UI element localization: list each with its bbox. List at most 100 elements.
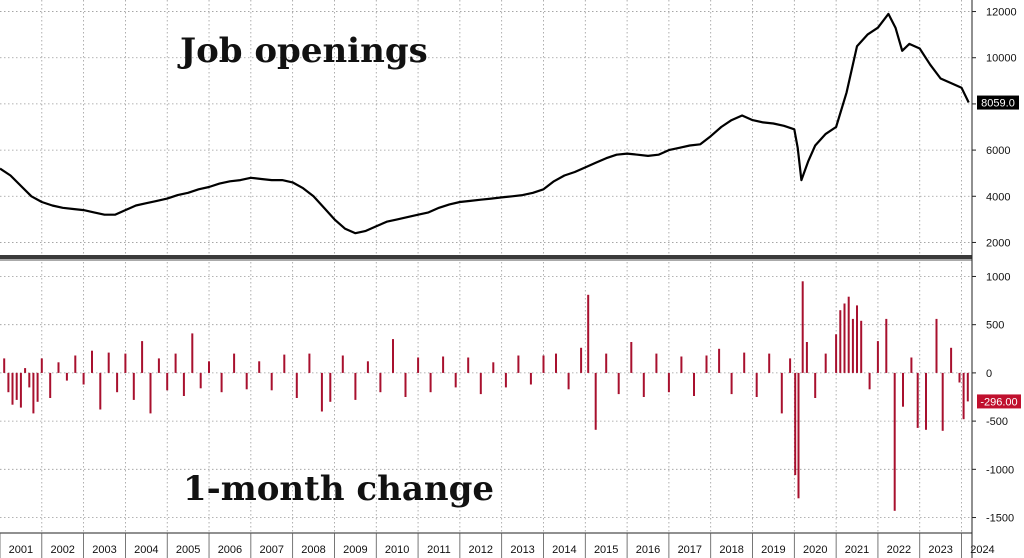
change-bar	[966, 372, 969, 402]
bottom-y-tick-label-1000: 1000	[986, 271, 1010, 283]
change-bar	[876, 341, 879, 373]
x-tick-label-2022: 2022	[887, 544, 911, 556]
change-bar	[885, 318, 888, 373]
change-bar	[442, 356, 445, 373]
one-month-change-bars	[3, 281, 969, 511]
change-bar	[755, 372, 758, 397]
change-bar	[220, 372, 223, 393]
change-bar	[174, 353, 177, 373]
change-bar	[429, 372, 432, 393]
change-bar	[270, 372, 273, 391]
change-bar	[605, 353, 608, 373]
job-openings-gridlines	[0, 0, 972, 254]
change-bar	[492, 362, 495, 373]
change-bar	[962, 372, 965, 420]
x-tick-label-2021: 2021	[845, 544, 869, 556]
change-bar	[233, 353, 236, 373]
change-bar	[958, 372, 961, 383]
change-bar	[19, 372, 22, 408]
top-y-tick-label-10000: 10000	[986, 53, 1017, 65]
change-bar	[851, 318, 854, 373]
x-tick-label-2017: 2017	[678, 544, 702, 556]
x-tick-label-2015: 2015	[594, 544, 618, 556]
change-bar	[99, 372, 102, 410]
x-tick-label-2011: 2011	[427, 544, 451, 556]
change-bar	[594, 372, 597, 430]
change-bar	[529, 372, 532, 385]
change-bar	[479, 372, 482, 395]
change-bar	[157, 358, 160, 373]
change-bar	[208, 361, 210, 373]
x-tick-label-2002: 2002	[50, 544, 74, 556]
x-tick-label-2012: 2012	[469, 544, 493, 556]
change-bar	[182, 372, 185, 396]
change-bar	[283, 354, 286, 373]
change-bar	[768, 353, 771, 373]
x-tick-label-2013: 2013	[510, 544, 534, 556]
change-bar	[860, 320, 863, 373]
bottom-y-tick-label--500: -500	[986, 416, 1008, 428]
change-bar	[893, 372, 896, 511]
x-tick-label-2014: 2014	[552, 544, 576, 556]
change-bar	[780, 372, 783, 414]
change-bar	[132, 372, 135, 400]
change-bar	[718, 348, 721, 373]
x-tick-label-2009: 2009	[343, 544, 367, 556]
change-bar	[116, 372, 119, 393]
x-tick-label-2024: 2024	[970, 544, 994, 556]
bottom-y-tick-label--1000: -1000	[986, 464, 1014, 476]
one-month-change-y-axis: -1500 -1000 -500 0 500 1000	[972, 271, 1014, 525]
job-openings-last-value-tag: 8059.0	[977, 95, 1019, 110]
change-bar	[935, 318, 938, 373]
change-bar	[950, 347, 953, 373]
change-bar	[580, 347, 583, 373]
one-month-change-title: 1-month change	[183, 469, 494, 509]
change-bar	[7, 372, 10, 393]
panel-divider-shadow	[0, 259, 972, 261]
one-month-change-last-value-bg	[977, 394, 1021, 409]
top-y-tick-label-12000: 12000	[986, 7, 1017, 19]
change-bar	[517, 355, 520, 373]
change-bar	[124, 353, 127, 373]
x-tick-label-2004: 2004	[134, 544, 158, 556]
change-bar	[57, 362, 60, 373]
one-month-change-last-value: -296.00	[980, 396, 1017, 408]
change-bar	[91, 350, 93, 373]
change-bar	[295, 372, 298, 398]
change-bar	[630, 342, 633, 373]
change-bar	[797, 372, 800, 499]
x-tick-label-2003: 2003	[92, 544, 116, 556]
change-bar	[617, 372, 620, 395]
change-bar	[789, 358, 792, 373]
change-bar	[341, 355, 344, 373]
job-openings-last-value-bg	[977, 95, 1019, 110]
x-tick-label-2019: 2019	[761, 544, 785, 556]
change-bar	[743, 352, 746, 373]
change-bar	[642, 372, 645, 397]
x-tick-label-2008: 2008	[301, 544, 325, 556]
x-tick-label-2006: 2006	[218, 544, 242, 556]
x-tick-label-2007: 2007	[259, 544, 283, 556]
x-tick-label-2016: 2016	[636, 544, 660, 556]
bottom-y-tick-label--1500: -1500	[986, 513, 1014, 525]
change-bar	[567, 372, 570, 390]
x-tick-label-2023: 2023	[928, 544, 952, 556]
change-bar	[667, 372, 670, 393]
x-axis: 2001 2002 2003 2004 2005 2006 2007 2008 2009 2010…	[0, 532, 995, 558]
change-bar	[329, 372, 332, 402]
change-bar	[24, 368, 27, 373]
change-bar	[794, 372, 797, 476]
change-bar	[504, 372, 507, 388]
change-bar	[824, 353, 827, 373]
change-bar	[705, 355, 708, 373]
x-tick-label-2001: 2001	[9, 544, 33, 556]
change-bar	[925, 372, 927, 430]
job-openings-y-axis: 20004000600080001000012000	[972, 7, 1017, 249]
change-bar	[404, 372, 407, 397]
job-openings-panel: 20004000600080001000012000 8059.0 Job op…	[0, 0, 1019, 254]
change-bar	[308, 353, 311, 373]
change-bar	[245, 372, 248, 390]
change-bar	[902, 372, 904, 407]
change-bar	[856, 305, 858, 373]
